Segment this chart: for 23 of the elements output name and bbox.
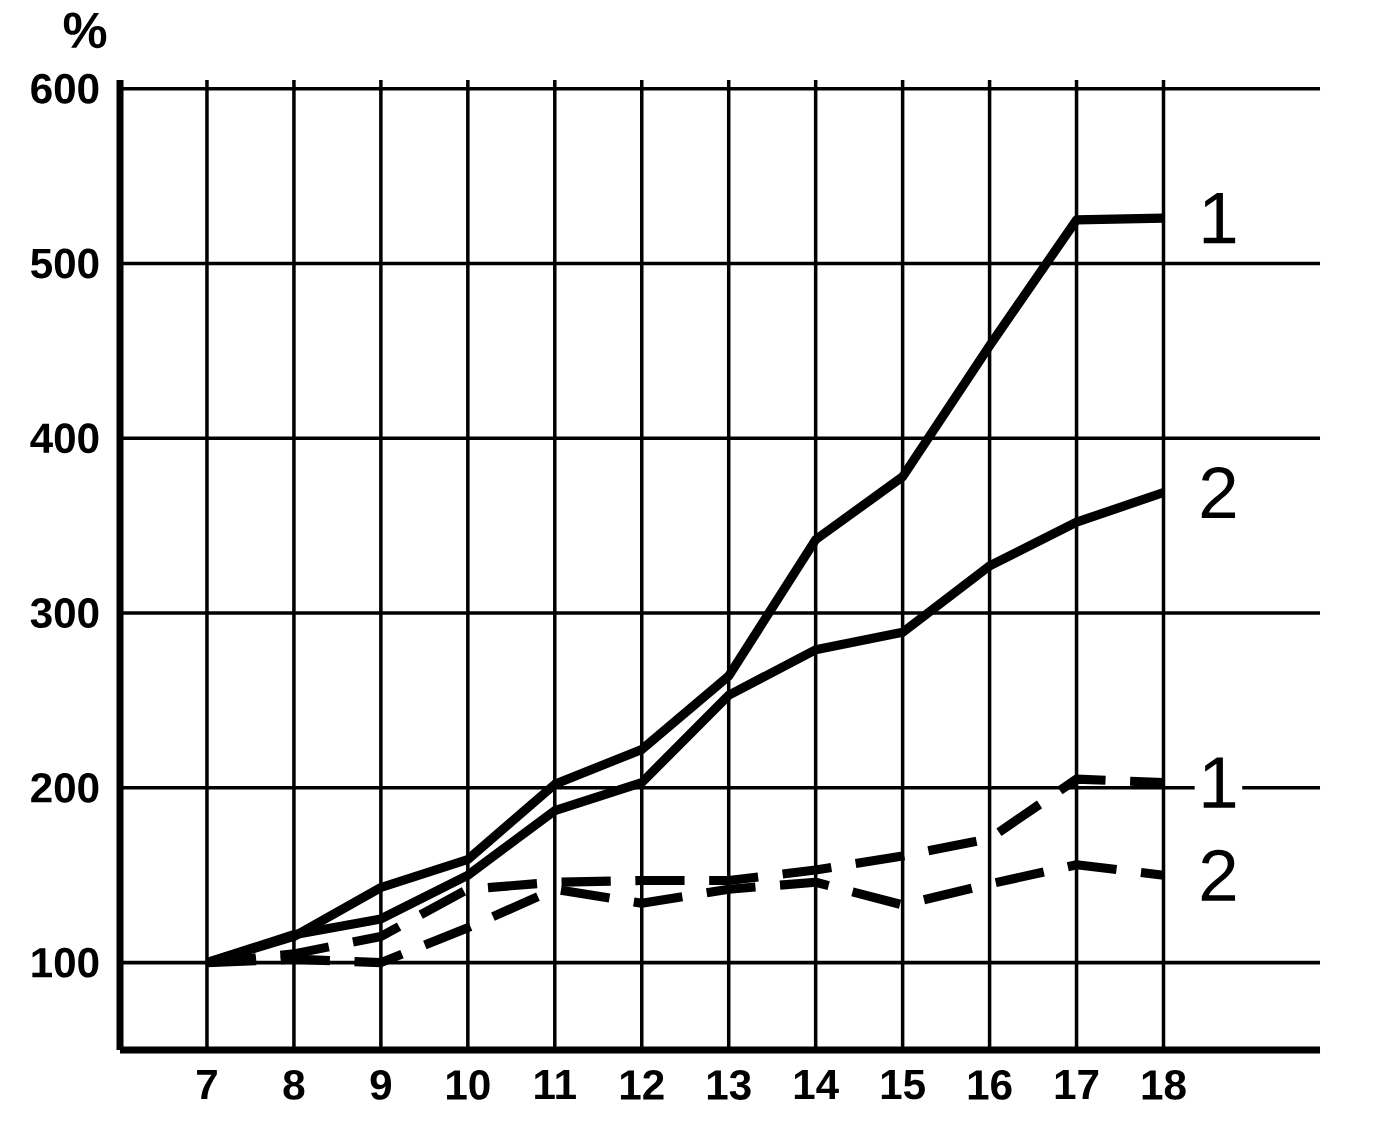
x-tick-label: 10 [447, 1069, 490, 1100]
x-tick-label: 13 [707, 1069, 751, 1100]
x-tick-label: 14 [794, 1069, 839, 1099]
x-tick-label: 9 [370, 1069, 392, 1100]
x-tick-label: 16 [968, 1069, 1012, 1100]
y-tick-label: 300 [30, 598, 99, 629]
x-tick-label: 18 [1142, 1069, 1186, 1100]
series-label: 2 [1201, 467, 1236, 518]
y-tick-label: 600 [31, 73, 99, 104]
x-tick-label: 11 [535, 1069, 576, 1099]
x-tick-label: 7 [197, 1069, 217, 1099]
y-tick-label: 100 [32, 947, 99, 978]
y-axis-title: % [63, 12, 107, 49]
x-tick-label: 12 [620, 1069, 664, 1100]
series-label: 1 [1203, 192, 1236, 244]
x-tick-label: 17 [1055, 1069, 1099, 1099]
series-label: 1 [1203, 757, 1236, 808]
series-label: 2 [1201, 849, 1236, 901]
y-tick-label: 400 [30, 423, 99, 454]
y-tick-label: 500 [31, 248, 99, 279]
x-tick-label: 8 [283, 1069, 305, 1100]
y-tick-label: 200 [31, 772, 99, 803]
x-tick-label: 15 [881, 1069, 925, 1100]
